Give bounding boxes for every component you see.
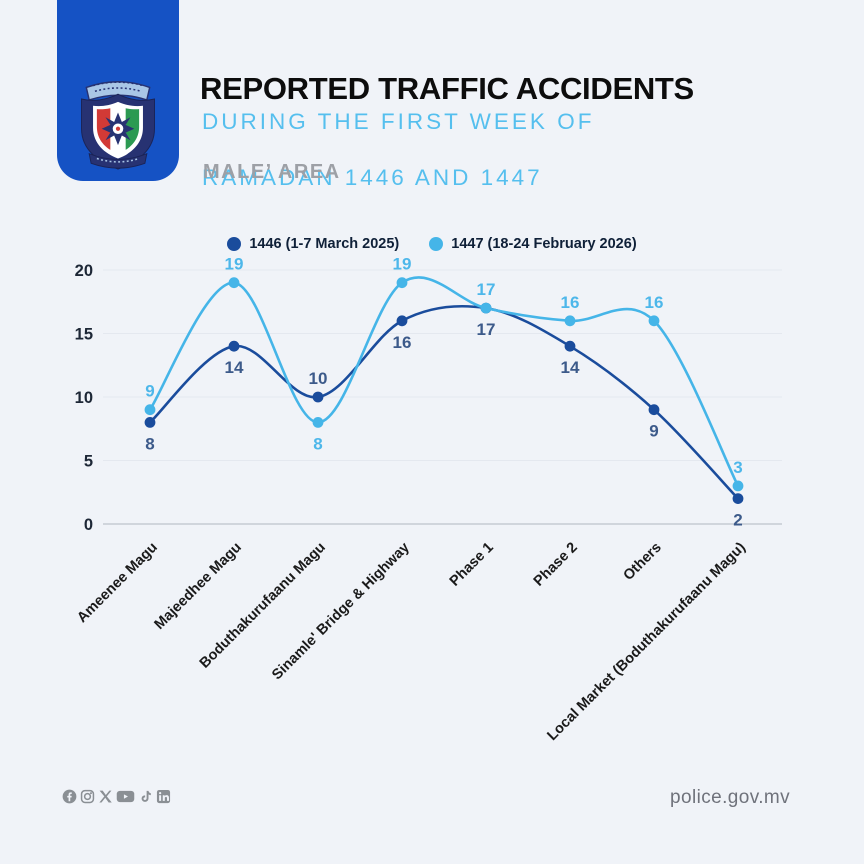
legend-item-1447: 1447 (18-24 February 2026): [429, 236, 637, 252]
subtitle-line-2: RAMADAN 1446 AND 1447: [202, 165, 543, 190]
data-point: [396, 277, 408, 289]
value-label: 3: [733, 458, 742, 477]
value-label: 19: [393, 255, 412, 274]
data-point: [564, 315, 576, 327]
x-category-label: Sinamle' Bridge & Highway: [269, 540, 413, 684]
data-point: [732, 493, 744, 504]
y-tick-label: 5: [84, 453, 93, 471]
website-url[interactable]: police.gov.mv: [670, 787, 790, 808]
police-crest-logo: [81, 81, 155, 170]
data-point: [480, 302, 492, 314]
instagram-icon[interactable]: [80, 789, 95, 804]
data-point: [228, 277, 240, 289]
value-label: 17: [477, 320, 496, 339]
series-line-1446: [148, 304, 740, 500]
data-point: [228, 340, 240, 352]
value-label: 10: [309, 369, 328, 388]
y-tick-label: 15: [75, 326, 93, 344]
value-label: 16: [645, 293, 664, 312]
legend-dot-1446: [227, 237, 242, 251]
x-category-label: Phase 1: [447, 540, 497, 590]
chart-legend: 1446 (1-7 March 2025) 1447 (18-24 Februa…: [0, 236, 864, 252]
value-label: 14: [225, 358, 244, 377]
x-category-label: Others: [620, 540, 664, 584]
social-icons-row: [62, 789, 171, 804]
value-label: 16: [393, 333, 412, 352]
legend-item-1446: 1446 (1-7 March 2025): [227, 236, 399, 252]
police-brand-card: [57, 0, 179, 181]
facebook-icon[interactable]: [62, 789, 77, 804]
legend-label-1447: 1447 (18-24 February 2026): [451, 236, 637, 252]
area-label: MALE’ AREA: [203, 161, 341, 183]
legend-label-1446: 1446 (1-7 March 2025): [249, 236, 400, 252]
data-point: [648, 404, 660, 416]
data-point: [732, 480, 744, 492]
data-point: [312, 391, 324, 403]
x-category-label: Phase 2: [531, 540, 581, 590]
data-point: [648, 315, 660, 327]
value-label: 16: [561, 293, 580, 312]
x-icon[interactable]: [98, 789, 113, 804]
y-tick-label: 10: [75, 389, 93, 407]
legend-dot-1447: [429, 237, 444, 251]
value-label: 19: [225, 255, 244, 274]
value-label: 2: [733, 511, 742, 530]
linkedin-icon[interactable]: [156, 789, 171, 804]
page-title: REPORTED TRAFFIC ACCIDENTS: [200, 71, 694, 106]
value-label: 8: [145, 434, 154, 453]
page-subtitle: DURING THE FIRST WEEK OF RAMADAN 1446 AN…: [202, 108, 594, 192]
value-label: 8: [313, 434, 322, 453]
data-point: [564, 340, 576, 352]
y-tick-label: 20: [75, 262, 93, 280]
tiktok-icon[interactable]: [138, 789, 153, 804]
value-label: 17: [477, 280, 496, 299]
data-point: [144, 417, 156, 428]
x-category-label: Ameenee Magu: [74, 540, 161, 627]
subtitle-line-1: DURING THE FIRST WEEK OF: [202, 109, 595, 134]
y-tick-label: 0: [84, 516, 93, 534]
value-label: 14: [561, 358, 580, 377]
youtube-icon[interactable]: [116, 789, 135, 804]
value-label: 9: [649, 422, 658, 441]
x-category-label: Majeedhee Magu: [151, 540, 244, 633]
data-point: [144, 404, 156, 416]
data-point: [396, 315, 408, 327]
x-category-label: Local Market (Boduthakurufaanu Magu): [544, 539, 749, 744]
value-label: 9: [145, 382, 154, 401]
data-point: [312, 417, 324, 428]
